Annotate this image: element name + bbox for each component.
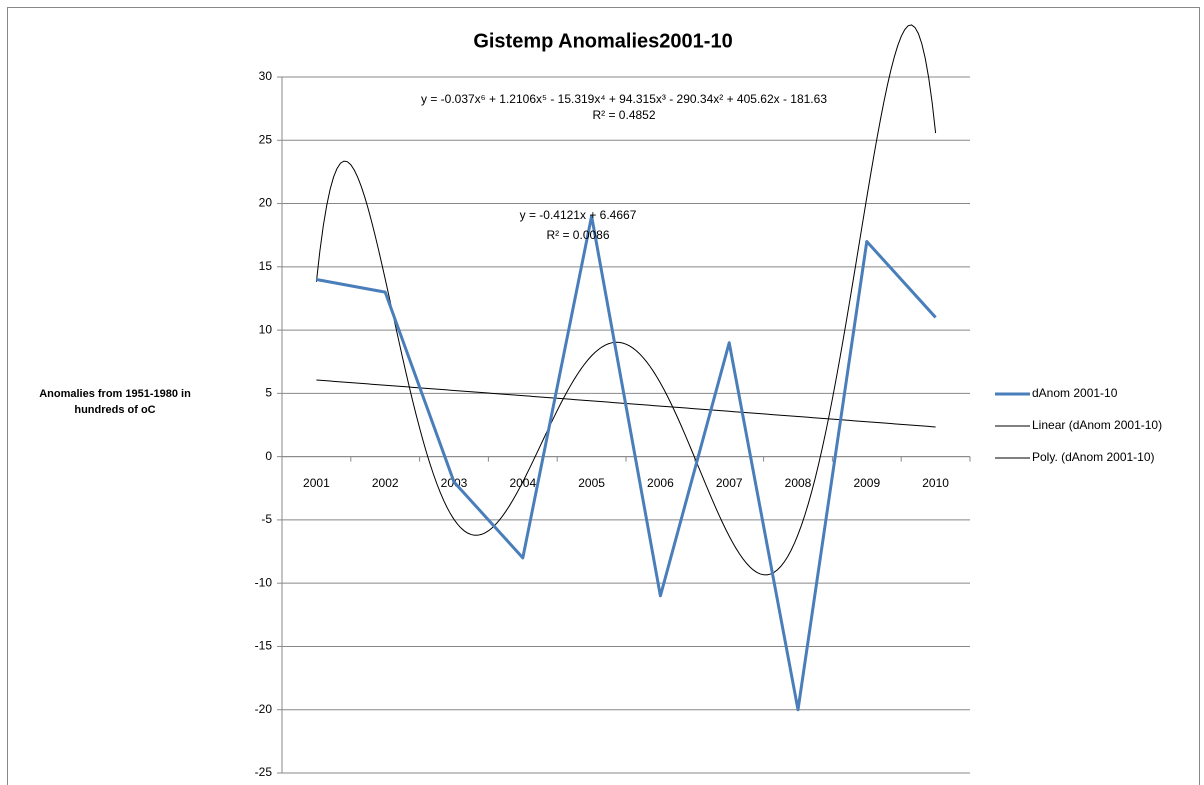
- y-tick-label: -20: [255, 702, 273, 716]
- x-tick-label: 2009: [853, 476, 880, 490]
- y-tick-label: 30: [259, 69, 273, 83]
- trendline-equation: y = -0.4121x + 6.4667: [520, 208, 637, 222]
- y-tick-label: 0: [265, 449, 272, 463]
- y-axis-label: Anomalies from 1951-1980 in: [39, 388, 191, 400]
- y-tick-label: -10: [255, 575, 273, 589]
- y-tick-label: 10: [259, 322, 273, 336]
- legend-label: Linear (dAnom 2001-10): [1032, 418, 1162, 432]
- data-line: [316, 214, 937, 712]
- x-tick-label: 2004: [509, 476, 536, 490]
- y-tick-label: 15: [259, 259, 273, 273]
- x-tick-label: 2002: [372, 476, 399, 490]
- x-tick-label: 2005: [578, 476, 605, 490]
- legend-label: dAnom 2001-10: [1032, 386, 1118, 400]
- trendline-r-squared: R² = 0.4852: [592, 108, 655, 122]
- legend-label: Poly. (dAnom 2001-10): [1032, 450, 1155, 464]
- y-axis-label: hundreds of oC: [74, 404, 155, 416]
- x-tick-label: 2008: [785, 476, 812, 490]
- y-tick-label: -25: [255, 765, 273, 779]
- trendline-equation: y = -0.037x⁶ + 1.2106x⁵ - 15.319x⁴ + 94.…: [421, 92, 827, 106]
- chart-title: Gistemp Anomalies2001-10: [473, 30, 732, 52]
- y-tick-label: -5: [261, 512, 272, 526]
- chart-frame: [7, 7, 1200, 785]
- x-tick-label: 2007: [716, 476, 743, 490]
- y-tick-label: 20: [259, 196, 273, 210]
- y-tick-label: -15: [255, 639, 273, 653]
- trendline-r-squared: R² = 0.0086: [546, 228, 609, 242]
- y-tick-label: 25: [259, 132, 273, 146]
- x-tick-label: 2001: [303, 476, 330, 490]
- trendline: [315, 24, 937, 576]
- x-tick-label: 2010: [922, 476, 949, 490]
- y-tick-label: 5: [265, 386, 272, 400]
- x-tick-label: 2006: [647, 476, 674, 490]
